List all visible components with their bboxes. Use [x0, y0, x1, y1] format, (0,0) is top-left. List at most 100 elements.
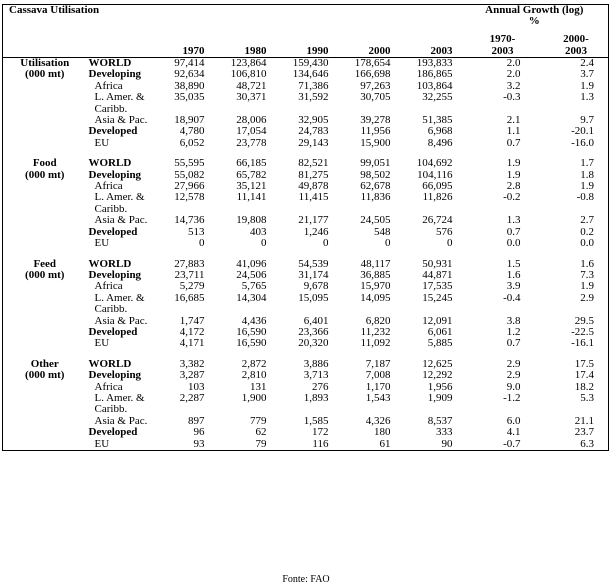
value-cell: 90: [441, 437, 453, 450]
value-cell: 513: [188, 225, 205, 238]
growth-cell: -16.1: [571, 337, 595, 350]
growth-cell: -0.4: [503, 291, 521, 304]
value-cell: 54,539: [298, 257, 329, 270]
growth-cell: 0.0: [506, 237, 521, 250]
column-header-text: 1980: [244, 44, 267, 57]
value-cell: 0: [447, 237, 453, 250]
section-unit: [3, 81, 87, 92]
value-cell: 20,320: [298, 337, 329, 350]
table-body: Utilisation WORLD 97,414 123,864 159,430 178,…: [3, 57, 609, 451]
value-cell: 3,886: [303, 357, 329, 370]
data-row: Developed 4,780 17,054 24,783 11,956 6,968 1.1…: [3, 125, 609, 138]
data-row: Africa 38,890 48,721 71,386 97,263 103,864 3.2…: [3, 79, 609, 92]
value-cell: 548: [374, 225, 391, 238]
growth-cell: 0.0: [580, 237, 595, 250]
region: Developing: [88, 68, 142, 81]
value-cell: 23,366: [298, 325, 329, 338]
value-cell: 92,634: [174, 68, 205, 81]
value-cell: 8,496: [427, 136, 453, 149]
growth-cell: 1.9: [580, 180, 595, 193]
value-cell: 403: [250, 225, 267, 238]
value-cell: 65,782: [236, 168, 267, 181]
section-unit: [3, 393, 87, 416]
data-row: Food WORLD 55,595 66,185 82,521 99,051 104,692…: [3, 157, 609, 170]
region: WORLD: [88, 57, 132, 69]
value-cell: 1,747: [179, 314, 205, 327]
growth-cell: 3.9: [506, 280, 521, 293]
growth-cell: 9.7: [580, 114, 595, 127]
value-cell: 9,678: [303, 280, 329, 293]
column-header-text: 2000: [368, 44, 391, 57]
growth-cell: 3.8: [506, 314, 521, 327]
data-row: Developed 96 62 172 180 333 4.1 23.7: [3, 426, 609, 439]
value-cell: 48,721: [236, 79, 267, 92]
growth-cell: 0.7: [506, 225, 521, 238]
region: Africa: [94, 180, 123, 193]
value-cell: 48,117: [360, 257, 391, 270]
value-cell: 51,385: [422, 114, 453, 127]
value-cell: 4,780: [179, 125, 205, 138]
growth-cell: 1.3: [580, 91, 595, 104]
value-cell: 44,871: [422, 268, 453, 281]
value-cell: 2,872: [241, 357, 267, 370]
value-cell: 7,008: [365, 369, 391, 382]
data-row: L. Amer. & Caribb. 2,287 1,900 1,893 1,543 1,…: [3, 391, 609, 416]
column-header-text: 2003: [430, 44, 453, 57]
value-cell: 897: [188, 414, 205, 427]
value-cell: 172: [312, 426, 329, 439]
section-unit: [3, 382, 87, 393]
growth-cell: 1.9: [580, 79, 595, 92]
region: Developing: [88, 168, 142, 181]
value-cell: 576: [436, 225, 453, 238]
column-header: 1970-2003: [460, 31, 535, 58]
value-cell: 5,279: [179, 280, 205, 293]
value-cell: 36,885: [360, 268, 391, 281]
value-cell: 104,116: [417, 168, 453, 181]
value-cell: 1,893: [303, 391, 329, 404]
value-cell: 193,833: [416, 57, 453, 69]
growth-cell: 17.5: [574, 357, 595, 370]
value-cell: 7,187: [365, 357, 391, 370]
region: Asia & Pac.: [94, 314, 148, 327]
value-cell: 17,535: [422, 280, 453, 293]
value-cell: 66,185: [236, 157, 267, 170]
data-row: L. Amer. & Caribb. 35,035 30,371 31,592 30,7…: [3, 92, 609, 115]
value-cell: 97,414: [174, 57, 205, 69]
growth-cell: 3.2: [506, 79, 521, 92]
value-cell: 17,054: [236, 125, 267, 138]
growth-cell: 5.3: [580, 391, 595, 404]
value-cell: 15,095: [298, 291, 329, 304]
value-cell: 93: [193, 437, 205, 450]
column-header: 1970: [150, 31, 213, 58]
section-unit: [3, 416, 87, 427]
data-row: Asia & Pac. 14,736 19,808 21,177 24,505 26,72…: [3, 214, 609, 226]
growth-cell: 1.9: [580, 280, 595, 293]
value-cell: 23,778: [236, 136, 267, 149]
growth-cell: 2.9: [506, 357, 521, 370]
region: Developed: [88, 125, 138, 138]
value-cell: 3,713: [303, 369, 329, 382]
data-row: (000 mt) Developing 92,634 106,810 134,646 16…: [3, 68, 609, 81]
value-cell: 186,865: [416, 68, 453, 81]
growth-cell: -0.8: [576, 191, 595, 204]
value-cell: 6,401: [303, 314, 329, 327]
data-row: Asia & Pac. 18,907 28,006 32,905 39,278 51,38…: [3, 114, 609, 127]
value-cell: 97,263: [360, 79, 391, 92]
region: Developed: [88, 426, 138, 439]
section-unit: [3, 126, 87, 137]
section-unit: [3, 215, 87, 226]
growth-cell: 17.4: [574, 369, 595, 382]
value-cell: 1,170: [365, 380, 391, 393]
blank: [151, 5, 461, 32]
section-unit: [3, 327, 87, 338]
value-cell: 1,956: [427, 380, 453, 393]
growth-cell: 2.0: [506, 68, 521, 81]
section-unit: (000 mt): [25, 68, 65, 81]
value-cell: 2,287: [179, 391, 205, 404]
value-cell: 66,095: [422, 180, 453, 193]
growth-cell: 1.7: [580, 157, 595, 170]
section-unit: [3, 281, 87, 292]
value-cell: 27,883: [174, 257, 205, 270]
value-cell: 24,506: [236, 268, 267, 281]
section-unit: [3, 338, 87, 349]
